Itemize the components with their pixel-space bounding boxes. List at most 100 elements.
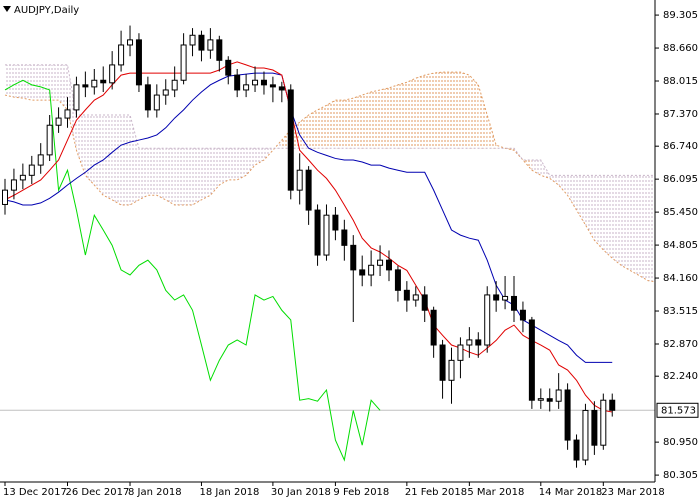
y-tick-label: 84.160: [663, 273, 698, 284]
candle-body: [180, 44, 187, 81]
cloud-segment: [531, 159, 541, 176]
x-tick-label: 13 Dec 2017: [3, 487, 67, 498]
cloud-segment: [335, 100, 345, 149]
candle-body: [314, 209, 321, 256]
cloud-segment: [451, 72, 461, 149]
candle-body: [296, 169, 303, 191]
x-tick-label: 23 Mar 2018: [601, 487, 664, 498]
tenkan-sen: [4, 61, 613, 413]
senkou-span-a: [4, 71, 655, 283]
cloud-segment: [183, 148, 193, 205]
cloud-segment: [362, 92, 372, 149]
candle-body: [385, 259, 392, 271]
cloud-segment: [31, 64, 41, 101]
cloud-segment: [138, 148, 148, 200]
candle-body: [287, 89, 294, 191]
candle-body: [109, 64, 116, 84]
cloud-segment: [308, 109, 318, 149]
candle-body: [305, 169, 312, 211]
x-tick-label: 14 Mar 2018: [539, 487, 602, 498]
y-tick-label: 80.950: [663, 437, 698, 448]
menu-triangle: [3, 6, 11, 12]
x-tick-label: 21 Feb 2018: [405, 487, 467, 498]
candle-body: [323, 214, 330, 256]
candle-body: [225, 59, 232, 76]
cloud-segment: [192, 148, 202, 205]
candle-body: [609, 399, 616, 411]
cloud-segment: [442, 72, 452, 149]
cloud-segment: [576, 175, 586, 225]
candle-body: [269, 84, 276, 88]
chikou-span: [4, 79, 381, 462]
candle-body: [234, 74, 241, 91]
cloud-segment: [371, 89, 381, 149]
candle-body: [421, 294, 428, 311]
cloud-segment: [121, 115, 131, 205]
cloud-segment: [397, 82, 407, 149]
cloud-segment: [585, 175, 595, 241]
current-price-box: [656, 402, 699, 418]
candle-body: [555, 389, 562, 402]
cloud-segment: [388, 84, 398, 149]
cloud-segment: [317, 105, 327, 149]
y-tick-label: 86.740: [663, 141, 698, 152]
y-tick-label: 88.015: [663, 76, 698, 87]
candle-body: [118, 44, 125, 66]
cloud-segment: [478, 84, 488, 149]
candle-body: [19, 174, 26, 181]
y-tick-label: 87.370: [663, 109, 698, 120]
cloud-segment: [460, 72, 470, 149]
candle-body: [341, 229, 348, 246]
x-tick-label: 26 Dec 2017: [66, 487, 130, 498]
candle-body: [100, 79, 107, 84]
cloud-segment: [424, 73, 434, 149]
candle-body: [537, 398, 544, 401]
candle-body: [171, 79, 178, 91]
candle-body: [135, 39, 142, 86]
candle-body: [243, 84, 250, 91]
cloud-segment: [58, 64, 68, 110]
cloud-segment: [76, 115, 86, 176]
cloud-segment: [299, 115, 309, 149]
candle-body: [189, 34, 196, 46]
candle-body: [430, 309, 437, 346]
candle-body: [91, 79, 98, 88]
x-tick-label: 8 Jan 2018: [128, 487, 182, 498]
candle-body: [198, 34, 205, 51]
cloud-segment: [630, 175, 640, 276]
candle-body: [127, 39, 134, 46]
cloud-segment: [594, 175, 604, 250]
candle-body: [519, 309, 526, 321]
chart-title: AUDJPY,Daily: [14, 5, 79, 16]
cloud-segment: [147, 148, 157, 196]
candle-body: [278, 86, 285, 91]
candle-body: [73, 84, 80, 111]
x-tick-label: 9 Feb 2018: [333, 487, 389, 498]
cloud-segment: [103, 115, 113, 200]
candle-body: [162, 89, 169, 96]
candle-body: [466, 339, 473, 346]
cloud-segment: [647, 175, 655, 282]
candle-body: [377, 259, 384, 266]
cloud-segment: [612, 175, 622, 266]
candle-body: [207, 39, 214, 51]
cloud-segment: [67, 64, 77, 151]
candle-body: [573, 439, 580, 461]
candle-body: [2, 189, 8, 205]
candle-body: [528, 319, 535, 401]
cloud-segment: [406, 78, 416, 149]
cloud-segment: [344, 98, 354, 149]
candle-body: [546, 398, 553, 402]
cloud-segment: [13, 64, 23, 99]
cloud-segment: [165, 148, 175, 205]
candle-body: [252, 79, 259, 86]
cloud-segment: [255, 148, 264, 166]
candle-body: [260, 79, 267, 86]
cloud-segment: [219, 148, 229, 186]
candle-body: [511, 295, 518, 311]
y-tick-label: 84.805: [663, 240, 698, 251]
candle-body: [359, 269, 366, 276]
plot-area: [0, 25, 655, 468]
cloud-segment: [174, 148, 184, 205]
candle-body: [144, 84, 151, 111]
